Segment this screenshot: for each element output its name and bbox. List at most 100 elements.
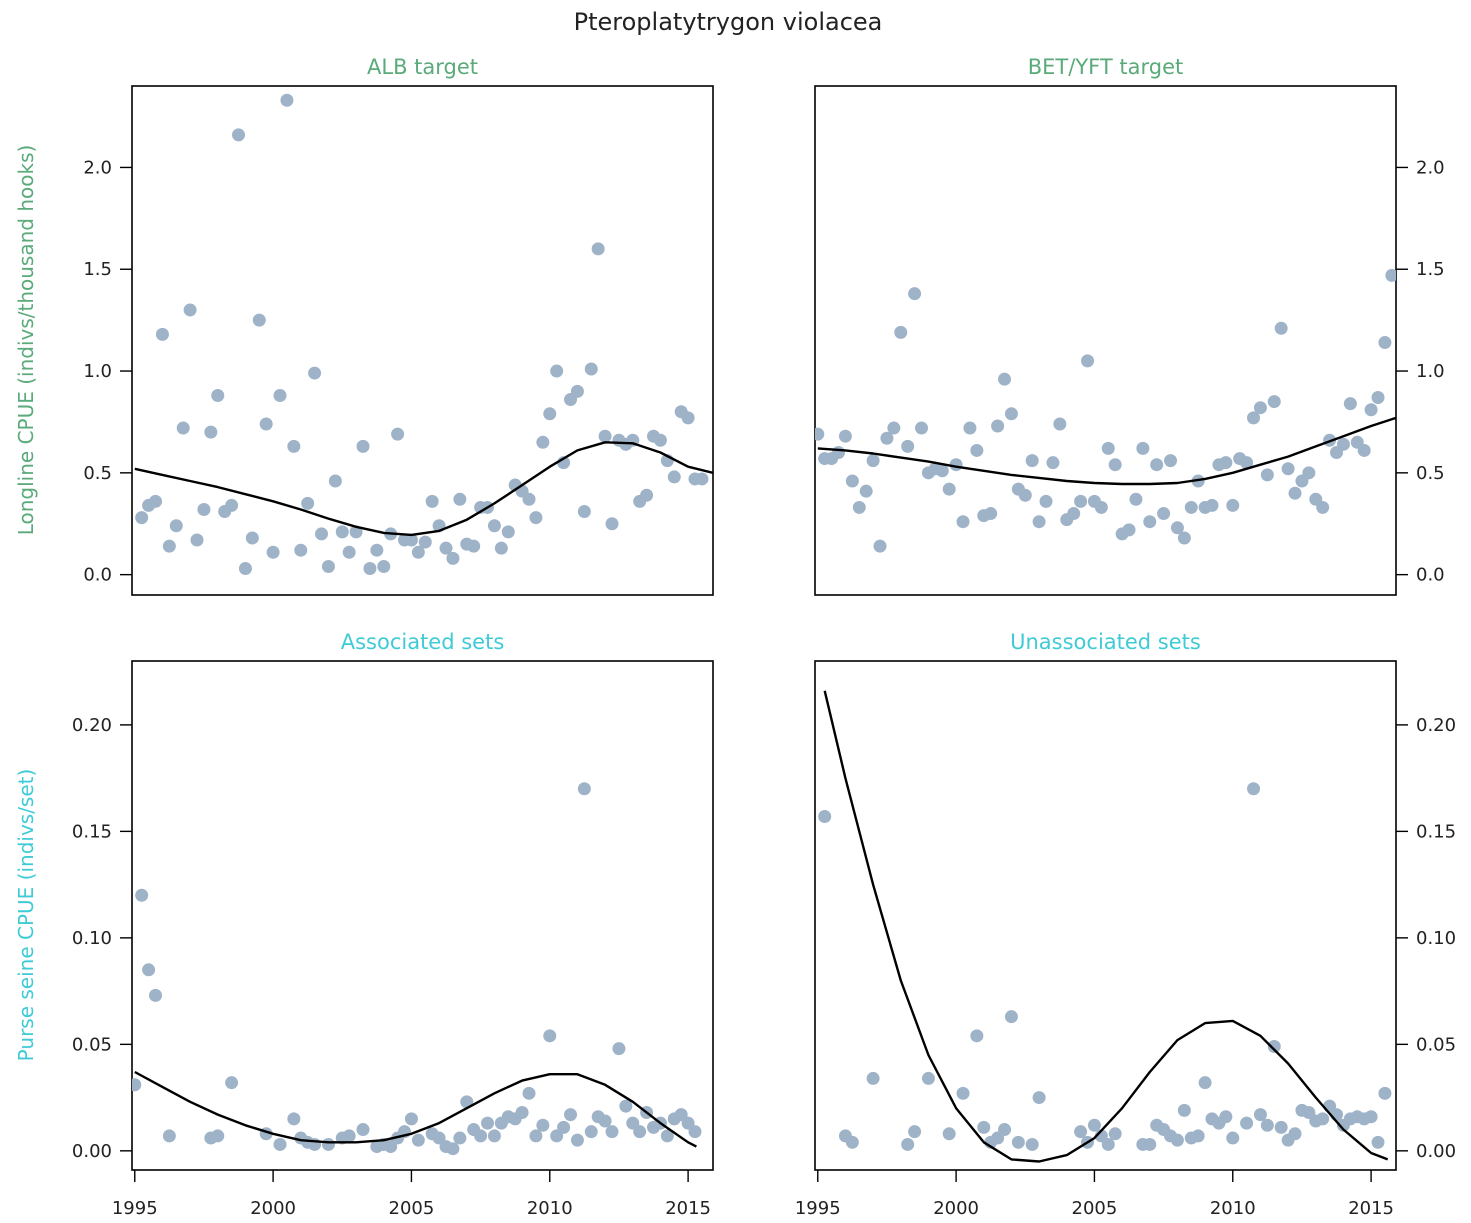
data-point <box>970 1029 984 1043</box>
data-point <box>197 502 211 516</box>
data-point <box>1253 1108 1267 1122</box>
data-point <box>598 429 612 443</box>
data-point <box>1143 515 1157 529</box>
y-tick-label: 1.5 <box>1416 259 1445 280</box>
data-point <box>1274 321 1288 335</box>
data-point <box>894 325 908 339</box>
data-point <box>481 1116 495 1130</box>
data-point <box>619 1099 633 1113</box>
panel-associated-sets: Associated sets 0.00 0.05 0.10 0.15 0.20 1995 2… <box>72 630 714 1219</box>
data-point <box>1302 466 1316 480</box>
x-tick-label: 2015 <box>1348 1198 1394 1219</box>
data-point <box>991 419 1005 433</box>
data-point <box>370 543 384 557</box>
data-point <box>135 511 149 525</box>
data-point <box>294 543 308 557</box>
data-point <box>984 507 998 521</box>
y-tick-label: 1.5 <box>83 259 112 280</box>
y-tick-label: 0.10 <box>72 928 112 949</box>
y-tick-label: 0.20 <box>72 715 112 736</box>
panel-title: ALB target <box>367 55 478 79</box>
data-point <box>522 492 536 506</box>
data-point <box>1067 507 1081 521</box>
data-point <box>1371 391 1385 405</box>
data-point <box>1247 782 1261 796</box>
data-point <box>266 545 280 559</box>
y-tick-label: 2.0 <box>1416 157 1445 178</box>
data-point <box>667 470 681 484</box>
data-point <box>308 366 322 380</box>
data-point <box>1253 401 1267 415</box>
plot-frame <box>131 85 714 596</box>
data-point <box>1364 1110 1378 1124</box>
data-point <box>591 242 605 256</box>
data-point <box>1371 1135 1385 1149</box>
data-point <box>577 782 591 796</box>
data-point <box>439 541 453 555</box>
data-point <box>598 1114 612 1128</box>
data-point <box>880 431 894 445</box>
data-point <box>536 1118 550 1132</box>
x-tick-label: 2010 <box>1210 1198 1256 1219</box>
panel-title: Unassociated sets <box>1010 630 1201 654</box>
data-point <box>252 313 266 327</box>
data-point <box>446 1142 460 1156</box>
data-point <box>832 445 846 459</box>
data-point <box>577 505 591 519</box>
y-tick-label: 0.5 <box>1416 463 1445 484</box>
data-point <box>1226 1131 1240 1145</box>
data-point <box>1053 417 1067 431</box>
y-tick-label: 0.00 <box>72 1141 112 1162</box>
data-point <box>564 1108 578 1122</box>
data-point <box>1274 1120 1288 1134</box>
data-point <box>859 484 873 498</box>
data-point <box>149 494 163 508</box>
data-point <box>1385 268 1396 282</box>
data-point <box>1260 1118 1274 1132</box>
data-point <box>149 988 163 1002</box>
data-point <box>901 439 915 453</box>
data-point <box>135 888 149 902</box>
data-point <box>1046 456 1060 470</box>
data-point <box>321 559 335 573</box>
data-point <box>474 1129 488 1143</box>
data-point <box>873 539 887 553</box>
x-tick-label: 2005 <box>1072 1198 1118 1219</box>
data-point <box>977 1120 991 1134</box>
data-point <box>1281 462 1295 476</box>
data-point <box>570 1133 584 1147</box>
y-tick-label: 1.0 <box>83 361 112 382</box>
data-point <box>1157 507 1171 521</box>
data-point <box>935 464 949 478</box>
data-point <box>1316 1112 1330 1126</box>
data-point <box>225 1076 239 1090</box>
y-tick-label: 0.0 <box>1416 565 1445 586</box>
x-tick-label: 1995 <box>112 1198 158 1219</box>
data-point <box>321 1137 335 1151</box>
data-point <box>162 1129 176 1143</box>
data-point <box>688 1125 702 1139</box>
figure-title: Pteroplatytrygon violacea <box>574 8 883 36</box>
data-point <box>1267 1039 1281 1053</box>
data-point <box>1316 500 1330 514</box>
data-point <box>838 429 852 443</box>
data-point <box>460 1095 474 1109</box>
y-tick-label: 0.05 <box>1416 1034 1456 1055</box>
data-point <box>1101 1137 1115 1151</box>
data-point <box>1240 456 1254 470</box>
data-point <box>273 1137 287 1151</box>
data-point <box>1094 500 1108 514</box>
data-point <box>132 1078 142 1092</box>
data-point <box>970 443 984 457</box>
data-point <box>1219 1110 1233 1124</box>
data-point <box>232 128 246 142</box>
data-point <box>1260 468 1274 482</box>
longline-ylabel: Longline CPUE (indivs/thousand hooks) <box>14 145 38 536</box>
data-point <box>653 433 667 447</box>
data-point <box>543 407 557 421</box>
data-point <box>259 417 273 431</box>
data-point <box>356 1123 370 1137</box>
data-point <box>1378 336 1392 350</box>
data-point <box>453 1131 467 1145</box>
data-point <box>404 533 418 547</box>
